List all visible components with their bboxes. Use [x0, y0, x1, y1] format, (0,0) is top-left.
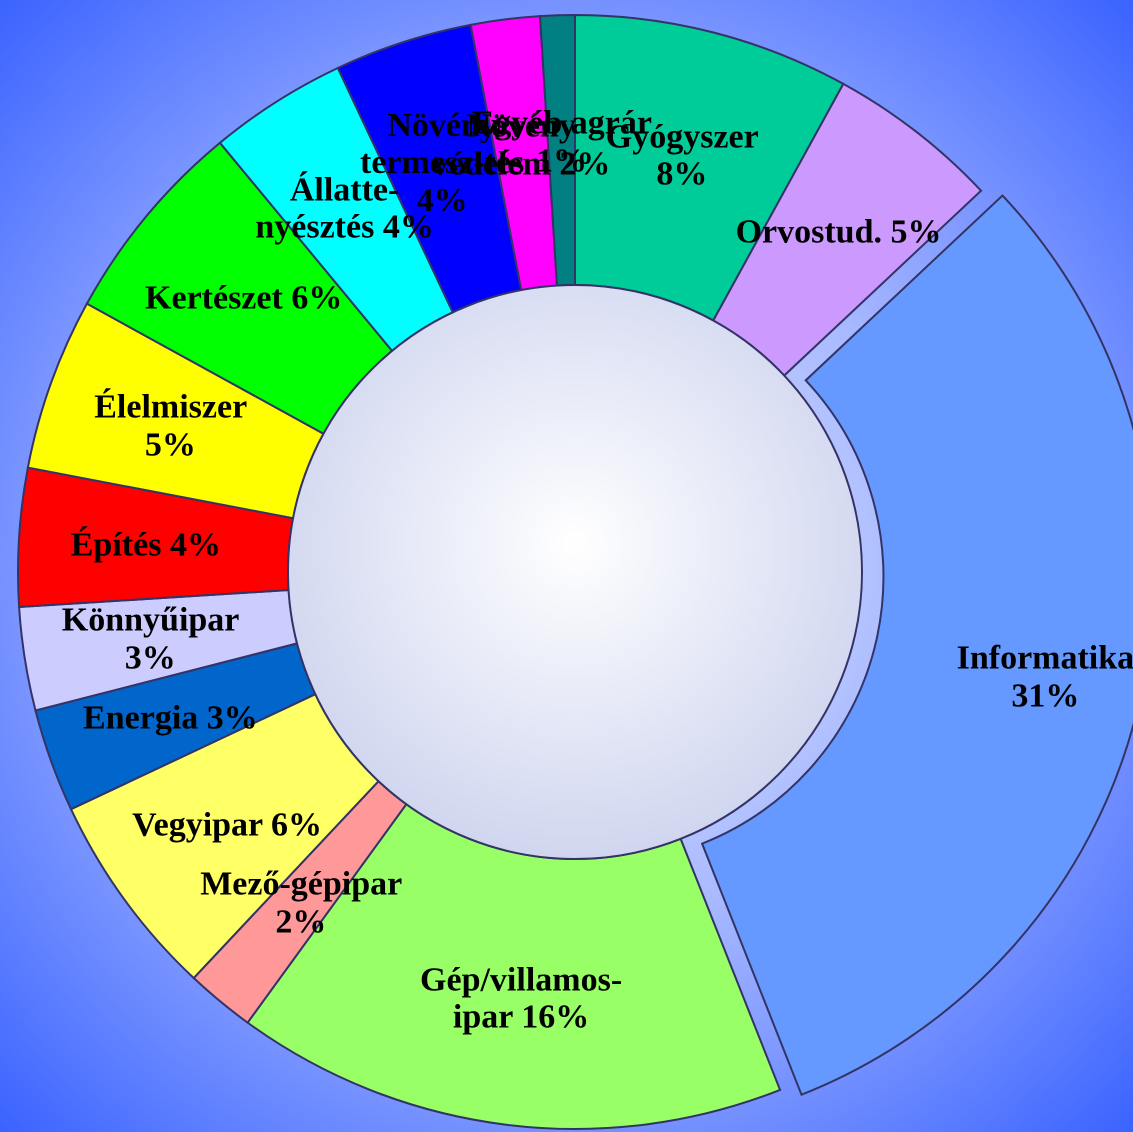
category-label: Energia — [83, 698, 199, 736]
value-label: 2% — [559, 145, 611, 183]
category-label: Könnyűipar — [61, 601, 239, 639]
value-label: 6% — [271, 806, 323, 844]
slice-label: Orvostud. 5% — [734, 214, 944, 251]
category-label: Vegyipar — [132, 806, 263, 844]
slice-label: Gép/villamos-ipar 16% — [416, 961, 626, 1036]
category-label: Növény termesz-tés — [360, 106, 525, 182]
slice-label: Növény védelem 2% — [416, 108, 626, 183]
slice-label: Növény termesz-tés 4% — [337, 107, 547, 219]
value-label: 31% — [1011, 677, 1080, 715]
slice-label: Állatte-nyésztés 4% — [240, 172, 450, 247]
category-label: Gyógyszer — [605, 118, 759, 156]
value-label: 5% — [144, 426, 196, 464]
category-label: Kertészet — [145, 279, 283, 317]
slice-label: Gyógyszer 8% — [577, 118, 787, 193]
value-label: 8% — [656, 155, 708, 193]
category-label: Mező-gépipar — [200, 865, 402, 903]
slice-label: Könnyűipar 3% — [45, 602, 255, 677]
value-label: 16% — [521, 998, 590, 1036]
category-label: Állatte-nyésztés — [255, 171, 400, 246]
slice-label: Mező-gépipar 2% — [196, 866, 406, 941]
category-label: Építés — [70, 526, 162, 564]
value-label: 3% — [206, 698, 258, 736]
slice — [700, 194, 1133, 1096]
category-label: Egyéb agrár — [471, 104, 652, 142]
value-label: 4% — [416, 181, 468, 219]
slice-label: Kertészet 6% — [139, 279, 349, 316]
slice-label: Élelmiszer 5% — [65, 389, 275, 464]
category-label: Élelmiszer — [94, 388, 247, 426]
value-label: 2% — [275, 903, 327, 941]
slice-label: Energia 3% — [65, 699, 275, 736]
category-label: Gép/villamos-ipar — [420, 961, 623, 1036]
value-label: 1% — [535, 142, 587, 180]
slice-label: Vegyipar 6% — [122, 806, 332, 843]
value-label: 4% — [382, 208, 434, 246]
value-label: 5% — [890, 213, 942, 251]
category-label: Informatika — [956, 639, 1133, 677]
category-label: Növény védelem — [431, 108, 576, 183]
value-label: 6% — [291, 279, 343, 317]
slice-label: Informatika 31% — [940, 640, 1133, 715]
value-label: 3% — [124, 639, 176, 677]
category-label: Orvostud. — [735, 213, 882, 251]
value-label: 4% — [169, 526, 221, 564]
slice-label: Egyéb agrár 1% — [456, 105, 666, 180]
donut-hole — [287, 284, 863, 860]
slice-label: Építés 4% — [41, 526, 251, 563]
